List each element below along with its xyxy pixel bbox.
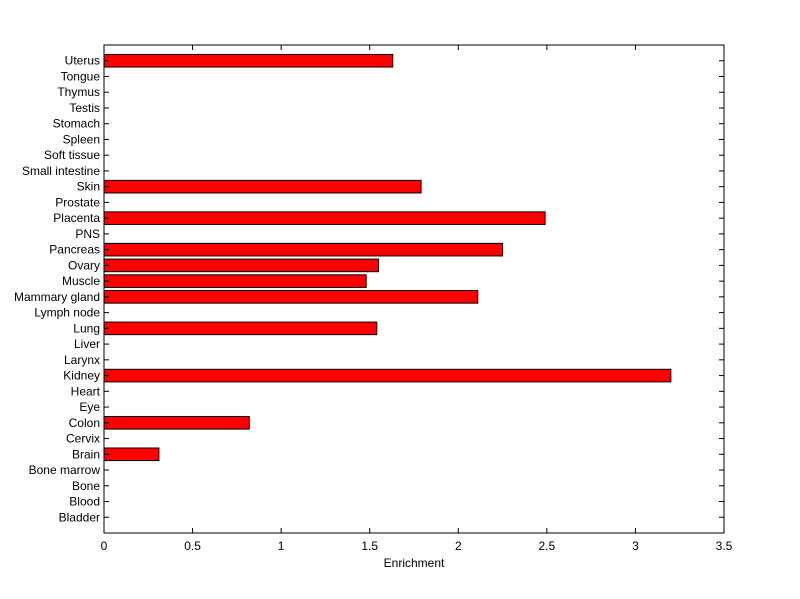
y-tick-label-lung: Lung <box>73 321 100 335</box>
y-tick-label-eye: Eye <box>79 400 100 414</box>
x-tick-label-1: 0.5 <box>184 539 201 553</box>
bar-uterus <box>103 53 394 68</box>
x-axis-label: Enrichment <box>384 556 445 570</box>
bar-muscle <box>103 274 367 288</box>
bar-ovary <box>103 258 380 273</box>
y-tick-label-heart: Heart <box>71 384 101 398</box>
y-tick-label-prostate: Prostate <box>55 195 100 209</box>
y-tick-label-kidney: Kidney <box>63 369 100 383</box>
y-tick-label-uterus: Uterus <box>65 54 100 68</box>
y-tick-label-tongue: Tongue <box>61 69 101 83</box>
y-tick-label-blood: Blood <box>69 495 100 509</box>
y-tick-label-lymph-node: Lymph node <box>34 306 100 320</box>
y-tick-label-bone: Bone <box>72 479 100 493</box>
y-tick-label-thymus: Thymus <box>57 85 100 99</box>
bar-kidney <box>103 368 672 383</box>
y-tick-label-skin: Skin <box>77 180 100 194</box>
x-tick-label-6: 3 <box>632 539 639 553</box>
y-tick-label-colon: Colon <box>69 416 100 430</box>
y-tick-label-spleen: Spleen <box>63 132 100 146</box>
x-tick-label-5: 2.5 <box>539 539 556 553</box>
y-tick-label-mammary-gland: Mammary gland <box>14 290 100 304</box>
x-tick-label-2: 1 <box>278 539 285 553</box>
y-tick-label-brain: Brain <box>72 447 100 461</box>
plot-frame <box>103 44 725 534</box>
y-tick-label-cervix: Cervix <box>66 432 100 446</box>
y-tick-label-stomach: Stomach <box>53 117 100 131</box>
y-tick-label-pns: PNS <box>75 227 100 241</box>
y-tick-label-placenta: Placenta <box>53 211 100 225</box>
y-tick-label-bladder: Bladder <box>59 510 100 524</box>
y-tick-label-pancreas: Pancreas <box>49 243 100 257</box>
y-tick-label-soft-tissue: Soft tissue <box>44 148 100 162</box>
bar-lung <box>103 321 378 336</box>
x-tick-label-0: 0 <box>101 539 108 553</box>
y-tick-label-larynx: Larynx <box>64 353 100 367</box>
bar-pancreas <box>103 242 504 257</box>
bar-brain <box>103 447 160 462</box>
bar-mammary-gland <box>103 290 479 304</box>
y-tick-label-ovary: Ovary <box>68 258 100 272</box>
x-ticks-group: 0 0.5 1 1.5 2 2.5 3 3.5 <box>101 45 733 553</box>
bar-placenta <box>103 211 546 225</box>
y-tick-label-small-intestine: Small intestine <box>22 164 100 178</box>
x-tick-label-3: 1.5 <box>361 539 378 553</box>
y-tick-label-muscle: Muscle <box>62 274 100 288</box>
y-tick-label-bone-marrow: Bone marrow <box>29 463 101 477</box>
x-tick-label-4: 2 <box>455 539 462 553</box>
x-tick-label-7: 3.5 <box>716 539 733 553</box>
y-tick-label-testis: Testis <box>69 101 100 115</box>
y-tick-label-liver: Liver <box>74 337 100 351</box>
bar-colon <box>103 416 250 430</box>
bar-skin <box>103 179 422 194</box>
